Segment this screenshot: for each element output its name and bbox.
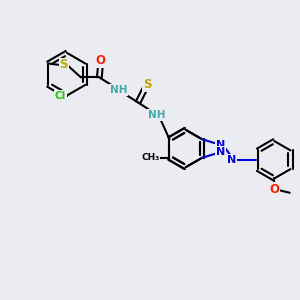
Text: N: N xyxy=(226,155,236,165)
Text: CH₃: CH₃ xyxy=(141,153,160,162)
Text: N: N xyxy=(216,140,225,150)
Text: S: S xyxy=(143,78,151,91)
Text: N: N xyxy=(216,147,225,157)
Text: NH: NH xyxy=(110,85,128,95)
Text: NH: NH xyxy=(148,110,165,120)
Text: O: O xyxy=(96,54,106,67)
Text: Cl: Cl xyxy=(55,91,66,100)
Text: O: O xyxy=(269,183,279,196)
Text: S: S xyxy=(59,58,68,71)
